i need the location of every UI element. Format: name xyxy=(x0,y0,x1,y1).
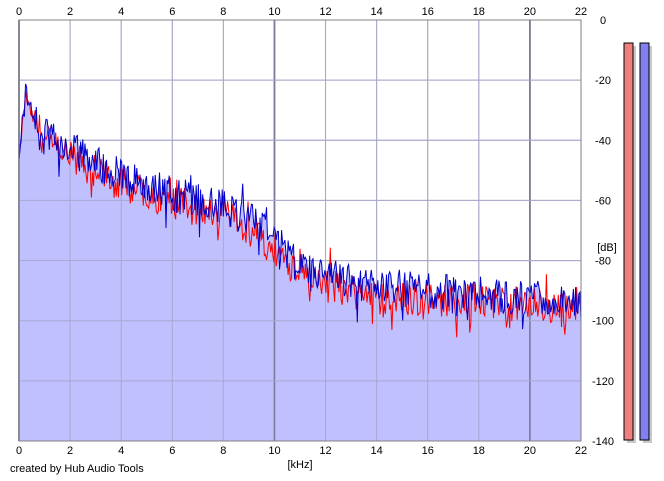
plot-frame xyxy=(18,19,582,442)
series-line-0 xyxy=(18,90,582,338)
x-tick-label-top: 2 xyxy=(67,6,73,18)
x-tick-label-bottom: 10 xyxy=(268,445,280,457)
y-tick-label: -60 xyxy=(595,195,611,207)
y-tick-label: -140 xyxy=(592,436,614,448)
y-tick-label: -40 xyxy=(595,135,611,147)
level-meter-0 xyxy=(623,42,634,441)
y-tick-label: -20 xyxy=(595,75,611,87)
x-tick-label-top: 22 xyxy=(575,6,587,18)
x-tick-label-bottom: 8 xyxy=(220,445,226,457)
x-tick-label-top: 6 xyxy=(169,6,175,18)
x-tick-label-bottom: 4 xyxy=(118,445,124,457)
credit-text: created by Hub Audio Tools xyxy=(10,463,144,475)
x-tick-label-top: 20 xyxy=(524,6,536,18)
y-tick-label: 0 xyxy=(600,15,606,27)
x-tick-label-bottom: 16 xyxy=(422,445,434,457)
plot-border xyxy=(18,19,582,442)
y-tick-label: -80 xyxy=(595,256,611,268)
x-tick-label-top: 8 xyxy=(220,6,226,18)
x-tick-label-top: 10 xyxy=(268,6,280,18)
y-axis-label: [dB] xyxy=(597,242,617,254)
x-tick-label-top: 16 xyxy=(422,6,434,18)
x-tick-label-bottom: 22 xyxy=(575,445,587,457)
spectrum-fill xyxy=(18,19,582,442)
top-x-tick-labels: 0 2 4 6 8 10 12 14 16 18 20 22 xyxy=(16,6,587,18)
x-tick-label-top: 18 xyxy=(473,6,485,18)
y-tick-label: -100 xyxy=(592,316,614,328)
x-tick-label-top: 0 xyxy=(16,6,22,18)
x-tick-label-bottom: 18 xyxy=(473,445,485,457)
x-tick-label-bottom: 2 xyxy=(67,445,73,457)
x-tick-label-bottom: 20 xyxy=(524,445,536,457)
bottom-x-tick-labels: 0 2 4 6 8 10 12 14 16 18 20 22 xyxy=(16,445,587,457)
x-tick-label-bottom: 0 xyxy=(16,445,22,457)
x-tick-label-top: 12 xyxy=(319,6,331,18)
spectrum-series xyxy=(18,83,582,338)
x-axis-label: [kHz] xyxy=(287,459,312,471)
y-tick-label: -120 xyxy=(592,376,614,388)
level-meters xyxy=(623,42,652,443)
x-tick-label-bottom: 6 xyxy=(169,445,175,457)
y-tick-labels: 0 -20 -40 -60 -80 -100 -120 -140 xyxy=(592,15,614,448)
x-tick-label-top: 4 xyxy=(118,6,124,18)
x-tick-label-bottom: 14 xyxy=(371,445,383,457)
x-tick-label-top: 14 xyxy=(371,6,383,18)
series-line-1 xyxy=(18,83,582,330)
level-meter-1 xyxy=(639,42,650,441)
x-tick-label-bottom: 12 xyxy=(319,445,331,457)
